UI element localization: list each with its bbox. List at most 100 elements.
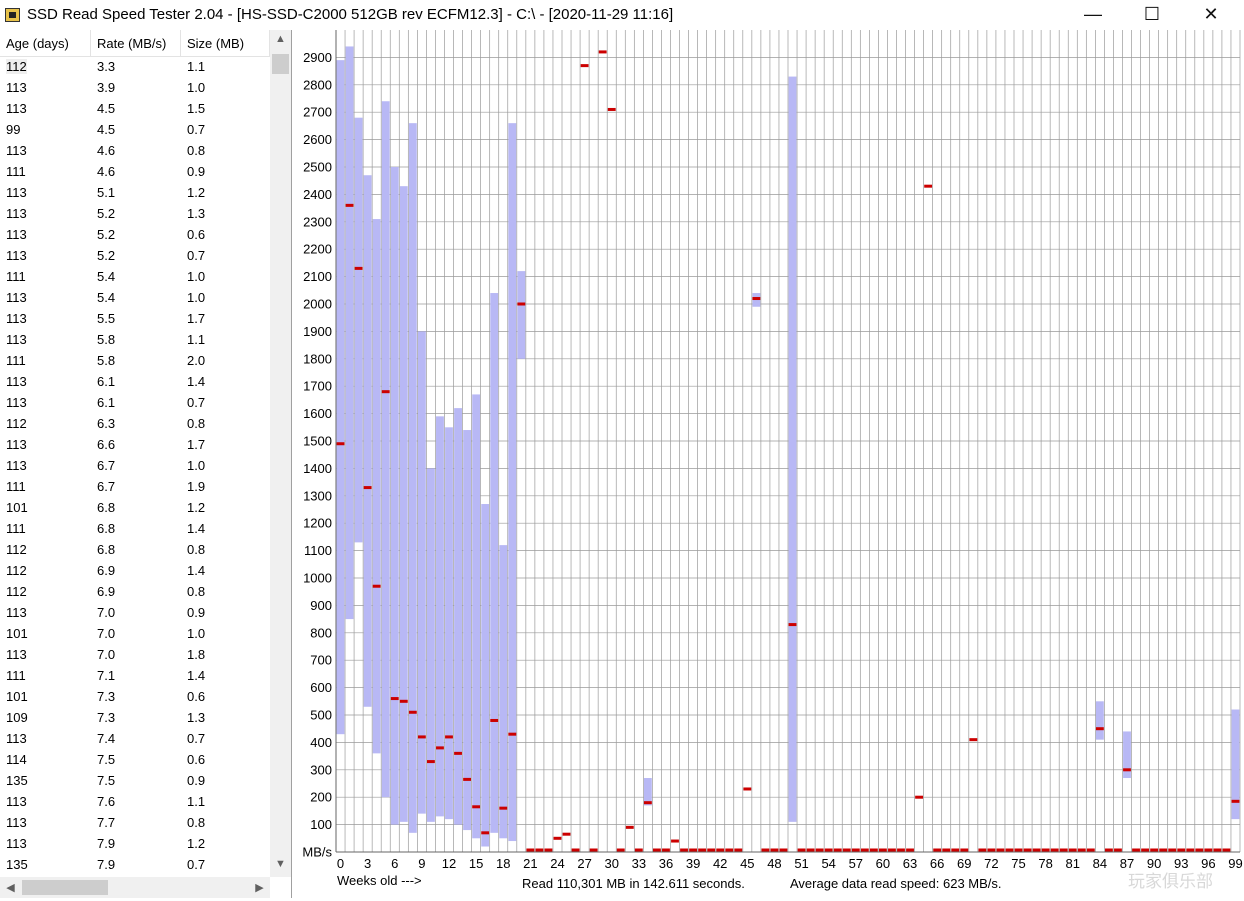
column-header-age[interactable]: Age (days) <box>0 30 91 57</box>
table-row[interactable]: 101 6.8 1.2 <box>0 498 270 519</box>
rate-cell: 7.5 <box>97 773 116 788</box>
x-tick-label: 57 <box>849 856 863 871</box>
average-speed-mark <box>671 839 679 843</box>
table-row[interactable]: 112 3.3 1.1 <box>0 57 270 78</box>
table-row[interactable]: 111 4.6 0.9 <box>0 162 270 183</box>
table-row[interactable]: 113 7.0 0.9 <box>0 603 270 624</box>
speed-range-bar <box>472 394 481 839</box>
average-speed-mark <box>598 50 607 54</box>
table-row[interactable]: 135 7.5 0.9 <box>0 771 270 792</box>
table-row[interactable]: 112 6.9 0.8 <box>0 582 270 603</box>
y-tick-label: 300 <box>310 762 332 777</box>
table-row[interactable]: 111 5.4 1.0 <box>0 267 270 288</box>
average-speed-mark <box>643 801 652 805</box>
table-row[interactable]: 112 6.9 1.4 <box>0 561 270 582</box>
table-row[interactable]: 111 7.1 1.4 <box>0 666 270 687</box>
scroll-up-icon[interactable]: ▲ <box>275 33 286 45</box>
average-speed-mark <box>490 718 499 722</box>
table-row[interactable]: 112 6.3 0.8 <box>0 414 270 435</box>
scroll-right-icon[interactable]: ▶ <box>255 882 264 894</box>
size-cell: 1.2 <box>187 185 206 200</box>
column-header-rate[interactable]: Rate (MB/s) <box>91 30 181 57</box>
average-speed-mark <box>860 848 869 852</box>
y-tick-label: 700 <box>310 653 332 668</box>
table-row[interactable]: 99 4.5 0.7 <box>0 120 270 141</box>
speed-range-bar <box>336 60 345 735</box>
x-tick-label: 75 <box>1011 856 1025 871</box>
y-tick-label: 900 <box>310 598 332 613</box>
table-row[interactable]: 113 4.5 1.5 <box>0 99 270 120</box>
average-speed-mark <box>1023 848 1032 852</box>
close-button[interactable]: ✕ <box>1203 4 1219 24</box>
average-speed-mark <box>1222 848 1231 852</box>
table-row[interactable]: 113 5.2 0.7 <box>0 246 270 267</box>
table-row[interactable]: 113 5.2 1.3 <box>0 204 270 225</box>
average-speed-mark <box>363 486 372 490</box>
table-row[interactable]: 112 6.8 0.8 <box>0 540 270 561</box>
table-row[interactable]: 113 7.7 0.8 <box>0 813 270 834</box>
rate-cell: 6.9 <box>97 563 116 578</box>
average-speed-mark <box>535 848 544 852</box>
age-cell: 101 <box>6 689 28 704</box>
table-row[interactable]: 113 6.6 1.7 <box>0 435 270 456</box>
x-tick-label: 84 <box>1093 856 1107 871</box>
rate-cell: 5.5 <box>97 311 116 326</box>
size-cell: 0.7 <box>187 122 206 137</box>
table-row[interactable]: 113 7.6 1.1 <box>0 792 270 813</box>
scroll-left-icon[interactable]: ◀ <box>6 882 15 894</box>
average-speed-mark <box>1005 848 1014 852</box>
table-row[interactable]: 113 5.5 1.7 <box>0 309 270 330</box>
table-row[interactable]: 111 6.7 1.9 <box>0 477 270 498</box>
table-row[interactable]: 113 6.7 1.0 <box>0 456 270 477</box>
rate-cell: 6.7 <box>97 479 116 494</box>
age-cell: 113 <box>6 395 27 410</box>
table-row[interactable]: 135 7.9 0.7 <box>0 855 270 876</box>
size-cell: 1.4 <box>187 521 206 536</box>
age-cell: 113 <box>6 248 27 263</box>
horizontal-scroll-thumb[interactable] <box>22 880 108 895</box>
table-row[interactable]: 113 6.1 1.4 <box>0 372 270 393</box>
average-speed-mark <box>1032 848 1041 852</box>
size-cell: 1.2 <box>187 836 206 851</box>
average-speed-mark <box>1077 848 1086 852</box>
table-row[interactable]: 113 4.6 0.8 <box>0 141 270 162</box>
rate-cell: 4.5 <box>97 122 116 137</box>
table-row[interactable]: 101 7.3 0.6 <box>0 687 270 708</box>
table-row[interactable]: 113 6.1 0.7 <box>0 393 270 414</box>
speed-range-bar <box>436 416 444 817</box>
table-row[interactable]: 101 7.0 1.0 <box>0 624 270 645</box>
average-speed-mark <box>1159 848 1168 852</box>
minimize-button[interactable]: — <box>1084 4 1102 24</box>
table-row[interactable]: 113 7.4 0.7 <box>0 729 270 750</box>
average-speed-mark <box>761 848 770 852</box>
average-speed-mark <box>779 848 788 852</box>
table-row[interactable]: 113 5.1 1.2 <box>0 183 270 204</box>
vertical-scroll-thumb[interactable] <box>272 54 289 74</box>
average-speed-mark <box>427 760 435 764</box>
vertical-scrollbar[interactable]: ▲ ▼ <box>270 30 291 877</box>
table-row[interactable]: 111 6.8 1.4 <box>0 519 270 540</box>
x-tick-label: 0 <box>337 856 344 871</box>
table-row[interactable]: 109 7.3 1.3 <box>0 708 270 729</box>
table-row[interactable]: 113 5.2 0.6 <box>0 225 270 246</box>
table-row[interactable]: 113 7.0 1.8 <box>0 645 270 666</box>
maximize-button[interactable]: ☐ <box>1143 4 1161 24</box>
size-cell: 0.8 <box>187 143 206 158</box>
average-speed-mark <box>707 848 716 852</box>
table-row[interactable]: 113 7.9 1.2 <box>0 834 270 855</box>
y-tick-label: 2600 <box>303 132 332 147</box>
scroll-down-icon[interactable]: ▼ <box>275 858 286 870</box>
y-tick-label: 2200 <box>303 242 332 257</box>
average-speed-mark <box>553 836 562 840</box>
column-header-size[interactable]: Size (MB) <box>181 30 270 57</box>
table-row[interactable]: 113 5.8 1.1 <box>0 330 270 351</box>
table-row[interactable]: 113 3.9 1.0 <box>0 78 270 99</box>
table-row[interactable]: 111 5.8 2.0 <box>0 351 270 372</box>
table-row[interactable]: 113 5.4 1.0 <box>0 288 270 309</box>
average-speed-mark <box>689 848 697 852</box>
x-tick-label: 9 <box>418 856 425 871</box>
horizontal-scrollbar[interactable]: ◀ ▶ <box>0 877 270 898</box>
size-cell: 0.8 <box>187 416 206 431</box>
size-cell: 0.9 <box>187 164 206 179</box>
table-row[interactable]: 114 7.5 0.6 <box>0 750 270 771</box>
